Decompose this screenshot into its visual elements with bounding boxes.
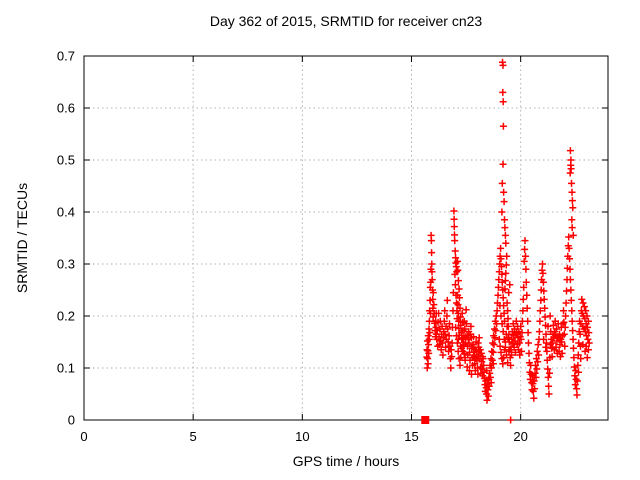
chart-title: Day 362 of 2015, SRMTID for receiver cn2… — [209, 13, 483, 29]
y-tick-label: 0 — [68, 413, 75, 428]
y-tick-label: 0.5 — [57, 153, 75, 168]
data-point-markers — [423, 58, 593, 404]
y-tick-label: 0.1 — [57, 361, 75, 376]
y-tick-label: 0.7 — [57, 49, 75, 64]
flagged-square-marker — [421, 416, 430, 424]
y-tick-label: 0.2 — [57, 309, 75, 324]
y-tick-label: 0.6 — [57, 101, 75, 116]
x-tick-label: 5 — [190, 429, 197, 444]
x-tick-label: 0 — [80, 429, 87, 444]
y-tick-label: 0.4 — [57, 205, 75, 220]
x-tick-label: 20 — [513, 429, 527, 444]
y-tick-label: 0.3 — [57, 257, 75, 272]
plot-frame — [83, 55, 609, 421]
x-tick-label: 10 — [295, 429, 309, 444]
x-axis-label: GPS time / hours — [292, 453, 400, 469]
x-tick-label: 15 — [404, 429, 418, 444]
flagged-plus-marker — [507, 416, 515, 424]
